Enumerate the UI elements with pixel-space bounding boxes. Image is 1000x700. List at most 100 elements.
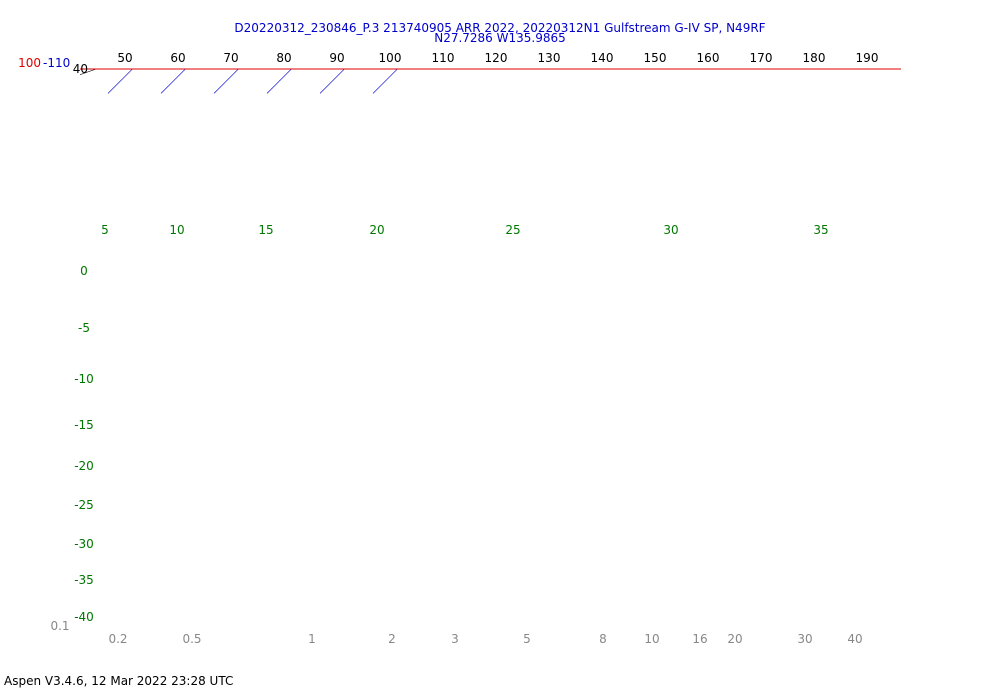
isotherm-line (55, 0, 623, 93)
isotherm-line (0, 0, 517, 93)
adiabat-label: -25 (74, 498, 94, 512)
theta-e-label: 30 (663, 223, 678, 237)
isotherm-line (319, 69, 345, 94)
adiabat-label: 0 (80, 264, 88, 278)
top-temp-label: 100 (379, 51, 402, 65)
dry-adiabat-line (0, 0, 1000, 93)
mixing-ratio-label: 40 (847, 632, 862, 646)
background-grid (0, 0, 1000, 94)
adiabat-label: -30 (74, 537, 94, 551)
adiabat-label: -15 (74, 418, 94, 432)
dry-adiabat-line (0, 0, 751, 93)
dry-adiabat-line (0, 0, 912, 93)
mixing-ratio-label: 8 (599, 632, 607, 646)
top-temp-label: 70 (223, 51, 238, 65)
mixing-ratio-label: 2 (388, 632, 396, 646)
chart-title-line2: N27.7286 W135.9865 (434, 31, 566, 45)
theta-e-label: 25 (505, 223, 520, 237)
mixing-ratio-label: 5 (523, 632, 531, 646)
top-temp-label: 80 (276, 51, 291, 65)
top-temp-label: 110 (432, 51, 455, 65)
dry-adiabat-line (0, 0, 1000, 93)
top-temp-label: 50 (117, 51, 132, 65)
isotherm-line (0, 0, 146, 93)
dry-adiabat-line (0, 0, 482, 93)
mixing-ratio-label: 20 (727, 632, 742, 646)
dry-adiabat-line (0, 0, 1000, 93)
top-temp-label: 180 (803, 51, 826, 65)
isotherm-line (2, 0, 570, 93)
mixing-ratio-label: 30 (797, 632, 812, 646)
theta-e-label: 10 (169, 223, 184, 237)
dry-adiabat-line (0, 0, 697, 93)
theta-e-label: 15 (258, 223, 273, 237)
pressure-label: 100 (18, 56, 41, 70)
dry-adiabat-line (0, 0, 1000, 93)
top-temp-label: 120 (485, 51, 508, 65)
mixing-ratio-label: 0.1 (50, 619, 69, 633)
top-temp-label: 190 (856, 51, 879, 65)
dry-adiabat-line (0, 0, 1000, 93)
isotherm-line (0, 0, 40, 93)
top-temp-label: 60 (170, 51, 185, 65)
dry-adiabat-line (0, 0, 1000, 93)
top-temp-label: 130 (538, 51, 561, 65)
isotherm-line (107, 69, 133, 94)
adiabat-label: -10 (74, 372, 94, 386)
top-temp-label: 90 (329, 51, 344, 65)
dry-adiabat-line (0, 0, 1000, 93)
dry-adiabat-line (0, 0, 966, 93)
isotherm-line (213, 69, 239, 94)
dry-adiabat-line (0, 0, 1000, 93)
dry-adiabat-line (0, 0, 644, 93)
dry-adiabat-line (0, 0, 805, 93)
dry-adiabat-line (0, 0, 429, 93)
dry-adiabat-line (0, 0, 1000, 93)
pressure-label-secondary: -110 (43, 56, 70, 70)
theta-e-label: 35 (813, 223, 828, 237)
dry-adiabat-line (0, 0, 1000, 93)
mixing-ratio-label: 0.2 (108, 632, 127, 646)
dry-adiabat-line (0, 0, 1000, 93)
dry-adiabat-line (0, 0, 1000, 93)
isotherm-line (0, 0, 464, 93)
adiabat-label: -35 (74, 573, 94, 587)
theta-e-label: 5 (101, 223, 109, 237)
isobar-lines (80, 68, 901, 70)
dry-adiabat-line (0, 0, 536, 93)
mixing-ratio-label: 1 (308, 632, 316, 646)
isotherm-line (266, 69, 292, 94)
top-temp-label: 170 (750, 51, 773, 65)
mixing-ratio-label: 0.5 (182, 632, 201, 646)
dry-adiabat-line (0, 0, 590, 93)
mixing-ratio-label: 3 (451, 632, 459, 646)
dry-adiabat-line (0, 0, 1000, 93)
dry-adiabat-line (0, 0, 1000, 93)
dry-adiabat-line (0, 0, 859, 93)
dry-adiabat-line (0, 0, 1000, 93)
isotherm-line (0, 0, 252, 93)
top-temp-label: 160 (697, 51, 720, 65)
chart-title-line1: D20220312_230846_P.3 213740905 ARR 2022,… (234, 21, 766, 35)
height-label: 40 (73, 62, 88, 76)
dry-adiabat-line (0, 0, 375, 93)
isotherm-line (0, 0, 199, 93)
adiabat-label: -20 (74, 459, 94, 473)
adiabat-label: -5 (78, 321, 90, 335)
isotherm-line (160, 69, 186, 94)
footer-version: Aspen V3.4.6, 12 Mar 2022 23:28 UTC (4, 674, 234, 688)
adiabat-label: -40 (74, 610, 94, 624)
dry-adiabat-line (0, 0, 321, 93)
dry-adiabat-line (0, 0, 1000, 93)
dry-adiabat-line (1, 0, 1000, 93)
isotherm-line (0, 0, 93, 93)
isotherm-line (0, 0, 305, 93)
isotherm-line (372, 69, 398, 94)
mixing-ratio-label: 16 (692, 632, 707, 646)
isotherm-line (0, 0, 411, 93)
theta-e-label: 20 (369, 223, 384, 237)
top-temp-label: 150 (644, 51, 667, 65)
dry-adiabat-line (0, 0, 1000, 93)
isotherm-line (0, 0, 358, 93)
